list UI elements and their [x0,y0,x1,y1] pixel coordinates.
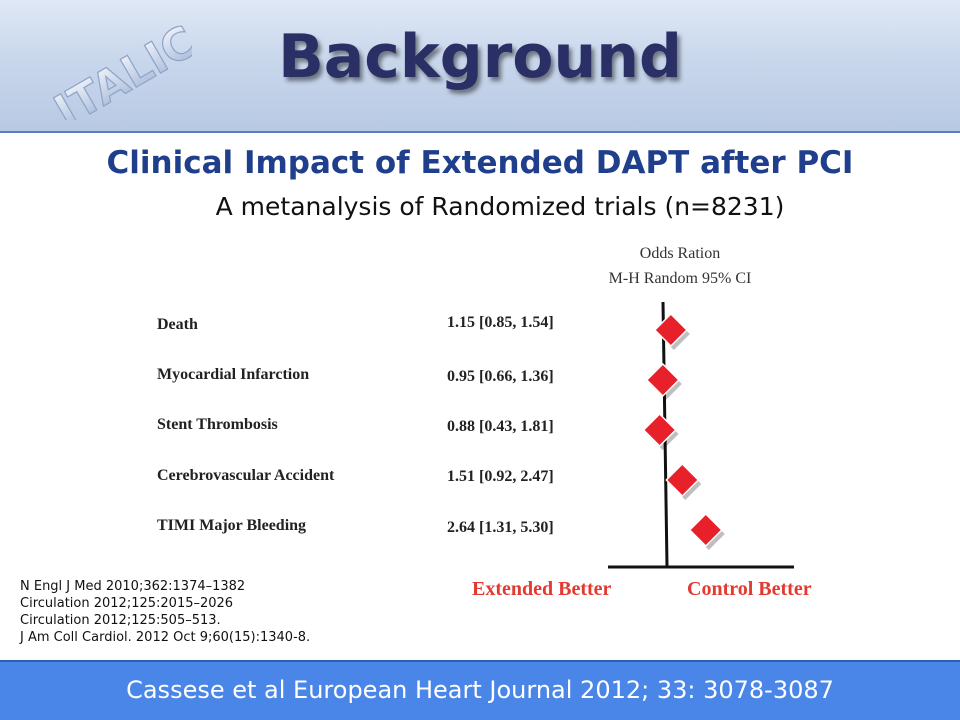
reference-item: Circulation 2012;125:2015–2026 [20,596,234,611]
row-ci-death: 1.15 [0.85, 1.54] [447,314,554,331]
header-banner: ITALIC Background [0,0,960,133]
right-direction-label: Control Better [687,578,812,600]
or-marker-cva [665,462,700,498]
row-label-mi: Myocardial Infarction [157,366,310,383]
footer-citation: Cassese et al European Heart Journal 201… [126,676,834,704]
chart-subtitle: Clinical Impact of Extended DAPT after P… [106,145,854,181]
or-marker-stent [642,412,677,448]
row-label-bleeding: TIMI Major Bleeding [157,517,307,534]
study-description: A metanalysis of Randomized trials (n=82… [215,192,785,221]
footer-bar: Cassese et al European Heart Journal 201… [0,660,960,720]
reference-item: N Engl J Med 2010;362:1374–1382 [20,579,246,594]
odds-header-line1: Odds Ration [639,245,721,262]
page-title: Background [278,22,682,92]
left-direction-label: Extended Better [472,578,612,600]
or-marker-mi [645,362,680,398]
row-label-death: Death [157,316,198,333]
row-ci-stent: 0.88 [0.43, 1.81] [447,418,554,435]
odds-header-line2: M-H Random 95% CI [608,270,752,287]
row-ci-cva: 1.51 [0.92, 2.47] [447,468,554,485]
row-label-stent: Stent Thrombosis [157,416,278,433]
italic-logo: ITALIC [45,16,192,120]
row-label-cva: Cerebrovascular Accident [157,467,335,484]
forest-plot [608,301,794,569]
references: N Engl J Med 2010;362:1374–1382 Circulat… [20,578,310,646]
reference-item: J Am Coll Cardiol. 2012 Oct 9;60(15):134… [20,630,311,645]
row-ci-bleeding: 2.64 [1.31, 5.30] [447,519,554,536]
or-marker-death [653,312,688,348]
or-marker-bleeding [688,512,723,548]
row-ci-mi: 0.95 [0.66, 1.36] [447,368,554,385]
reference-item: Circulation 2012;125:505–513. [20,613,221,628]
